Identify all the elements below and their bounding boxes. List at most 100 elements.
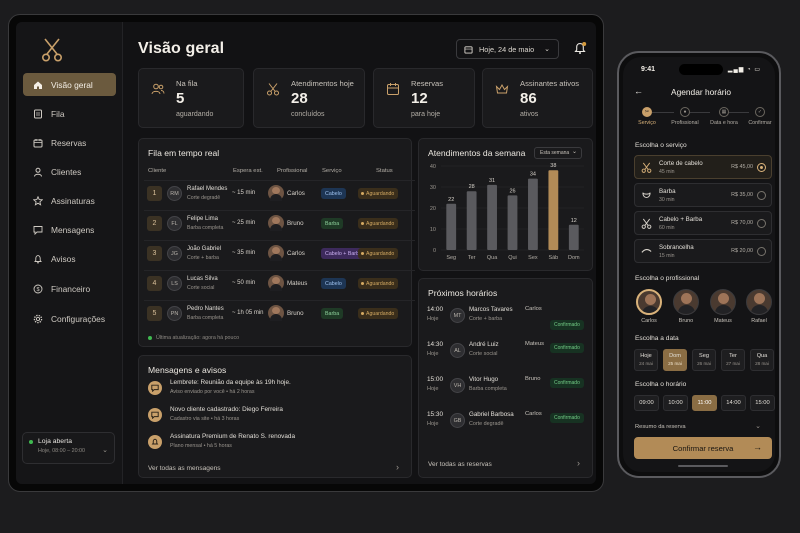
date-option[interactable]: Hoje 24 mai (634, 349, 658, 371)
table-row[interactable]: 4 LS Lucas Silva Corte social ~ 50 min M… (144, 270, 415, 296)
data-label: 12 (571, 218, 577, 224)
column-header-wait: Espera est. (233, 168, 263, 174)
step-profissional[interactable]: ● Profissional (666, 107, 704, 126)
sidebar-item-visao-geral[interactable]: Visão geral (23, 73, 116, 96)
radio-button[interactable] (757, 219, 766, 228)
table-row[interactable]: 5 PN Pedro Nantes Barba completa ~ 1h 05… (144, 300, 415, 326)
gear-icon (33, 314, 43, 323)
stat-label: Assinantes ativos (520, 79, 580, 88)
view-all-bookings-link[interactable]: Ver todas as reservas (428, 461, 492, 468)
sidebar-item-financeiro[interactable]: $ Financeiro (23, 277, 116, 300)
period-filter[interactable]: Esta semana (534, 147, 582, 159)
service-badge: Barba (321, 218, 344, 229)
page-title: Visão geral (138, 40, 225, 57)
time-option[interactable]: 11:00 (692, 395, 717, 411)
sidebar-item-label: Avisos (51, 253, 76, 264)
list-item[interactable]: 15:30 Hoje GB Gabriel Barbosa Corte degr… (427, 411, 584, 441)
y-tick-label: 30 (430, 185, 436, 191)
scissors-logo-icon (41, 38, 63, 62)
stat-card-na-fila: Na fila 5 aguardando (138, 68, 244, 128)
radio-button[interactable] (757, 191, 766, 200)
panel-title: Atendimentos da semana (428, 148, 526, 158)
time-option[interactable]: 09:00 (634, 395, 659, 411)
status-badge: Aguardando (358, 248, 399, 259)
wait-time: ~ 1h 05 min (232, 310, 264, 316)
sidebar-item-mensagens[interactable]: Mensagens (23, 218, 116, 241)
step-confirmar[interactable]: ✓ Confirmar (741, 107, 775, 126)
time-option[interactable]: 15:00 (750, 395, 775, 411)
date-option[interactable]: Qua 28 mai (750, 349, 774, 371)
list-item[interactable]: 15:00 Hoje VH Vitor Hugo Barba completa … (427, 376, 584, 406)
service-price: R$ 20,00 (731, 248, 753, 254)
notification-bell-icon[interactable] (573, 41, 587, 55)
table-row[interactable]: 1 RM Rafael Mendes Corte degradê ~ 15 mi… (144, 180, 415, 206)
step-servico[interactable]: ✂ Serviço (628, 107, 666, 126)
professional-name: Mateus (287, 280, 308, 287)
day-date: 26 mai (697, 361, 711, 366)
back-arrow-icon[interactable]: ← (634, 86, 643, 96)
list-item[interactable]: Lembrete: Reunião da equipe às 19h hoje.… (148, 379, 408, 401)
queue-position: 1 (147, 186, 162, 201)
confirm-booking-button[interactable]: Confirmar reserva → (634, 437, 772, 459)
day-name: Dom (669, 353, 681, 359)
professional-option[interactable]: Rafael (745, 289, 773, 324)
table-row[interactable]: 2 FL Felipe Lima Barba completa ~ 25 min… (144, 210, 415, 236)
bar (507, 195, 518, 250)
service-option[interactable]: Barba 30 min R$ 35,00 (634, 183, 772, 207)
message-title: Assinatura Premium de Renato S. renovada (170, 433, 296, 440)
avatar: FL (167, 216, 182, 231)
list-item[interactable]: 14:00 Hoje MT Marcos Tavares Corte + bar… (427, 306, 584, 336)
sidebar-item-configuracoes[interactable]: Configurações (23, 307, 116, 330)
list-icon (34, 109, 42, 118)
professional-option[interactable]: Mateus (709, 289, 737, 324)
booking-summary-toggle[interactable]: Resumo da reserva (635, 424, 686, 430)
date-option[interactable]: Dom 25 mai (663, 349, 687, 371)
service-option[interactable]: Corte de cabelo 45 min R$ 45,00 (634, 155, 772, 179)
avatar (636, 289, 662, 315)
sidebar-item-assinaturas[interactable]: Assinaturas (23, 189, 116, 212)
list-item[interactable]: 14:30 Hoje AL André Luiz Corte social Ma… (427, 341, 584, 371)
client-name: João Gabriel (187, 246, 222, 252)
service-option[interactable]: Cabelo + Barba 60 min R$ 70,00 (634, 211, 772, 235)
list-item[interactable]: Assinatura Premium de Renato S. renovada… (148, 433, 408, 455)
professional-name: Mateus (714, 318, 732, 324)
status-badge: Aguardando (358, 218, 399, 229)
sidebar-item-label: Visão geral (51, 79, 93, 90)
bar (528, 178, 538, 250)
client-service: Barba completa (187, 225, 224, 231)
x-tick-label: Sáb (548, 255, 558, 261)
dashboard-screen: Visão geral Fila Reservas Clientes Assin… (16, 22, 596, 484)
day-name: Hoje (640, 353, 652, 359)
client-name: André Luiz (469, 341, 499, 348)
step-label: Serviço (638, 120, 656, 126)
time-option[interactable]: 14:00 (721, 395, 746, 411)
client-service: Corte degradê (469, 421, 504, 427)
service-option[interactable]: Sobrancelha 15 min R$ 20,00 (634, 239, 772, 263)
sidebar-item-clientes[interactable]: Clientes (23, 160, 116, 183)
store-hours: Hoje, 08:00 – 20:00 (38, 448, 86, 454)
radio-button[interactable] (757, 247, 766, 256)
store-status-dropdown[interactable]: Loja aberta Hoje, 08:00 – 20:00 ⌄ (22, 432, 115, 464)
sidebar-item-fila[interactable]: Fila (23, 102, 116, 125)
stat-card-atendimentos: Atendimentos hoje 28 concluídos (253, 68, 365, 128)
professional-name: Carlos (641, 318, 657, 324)
sidebar-item-label: Reservas (51, 137, 87, 148)
day-name: Ter (729, 353, 737, 359)
list-item[interactable]: Novo cliente cadastrado: Diego Ferreira … (148, 406, 408, 428)
professional-option[interactable]: Bruno (672, 289, 700, 324)
sidebar-item-avisos[interactable]: Avisos (23, 247, 116, 270)
x-tick-label: Dom (568, 255, 580, 261)
date-selector[interactable]: Hoje, 24 de maio ⌄ (456, 39, 559, 59)
time-option[interactable]: 10:00 (663, 395, 688, 411)
sidebar-item-label: Financeiro (51, 283, 91, 294)
calendar-icon (387, 83, 399, 95)
table-row[interactable]: 3 JG João Gabriel Corte + barba ~ 35 min… (144, 240, 415, 266)
professional-option[interactable]: Carlos (635, 289, 663, 324)
date-option[interactable]: Seg 26 mai (692, 349, 716, 371)
date-option[interactable]: Ter 27 mai (721, 349, 745, 371)
status-badge: Confirmado (550, 320, 584, 330)
sidebar-item-reservas[interactable]: Reservas (23, 131, 116, 154)
view-all-messages-link[interactable]: Ver todas as mensagens (148, 465, 221, 472)
step-data-hora[interactable]: ▦ Data e hora (705, 107, 743, 126)
radio-selected[interactable] (757, 163, 766, 172)
